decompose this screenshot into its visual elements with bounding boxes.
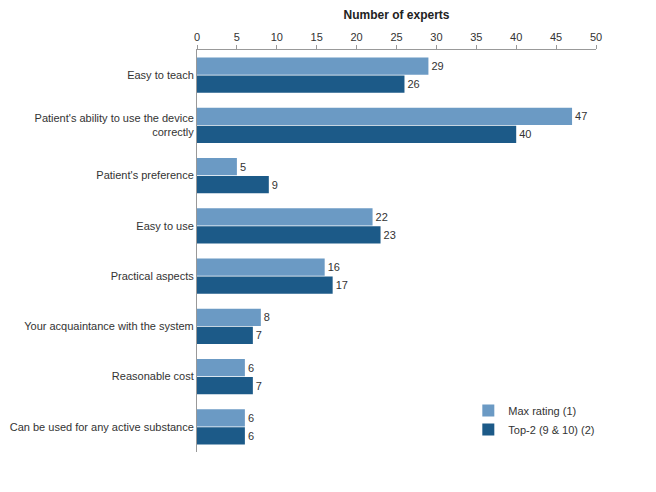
svg-text:16: 16 [328, 261, 340, 273]
svg-text:26: 26 [407, 78, 419, 90]
svg-text:5: 5 [234, 31, 240, 43]
svg-text:Patient's ability to use the d: Patient's ability to use the devicecorre… [35, 112, 195, 138]
svg-text:7: 7 [256, 380, 262, 392]
svg-text:5: 5 [240, 161, 246, 173]
svg-text:40: 40 [510, 31, 522, 43]
svg-text:Reasonable cost: Reasonable cost [112, 370, 194, 382]
svg-text:20: 20 [350, 31, 362, 43]
svg-text:22: 22 [376, 211, 388, 223]
svg-text:30: 30 [430, 31, 442, 43]
svg-text:Max rating (1): Max rating (1) [508, 405, 576, 417]
svg-text:45: 45 [550, 31, 562, 43]
svg-text:Easy to teach: Easy to teach [127, 69, 194, 81]
svg-text:7: 7 [256, 329, 262, 341]
svg-text:8: 8 [264, 311, 270, 323]
svg-text:Can be used for any active sub: Can be used for any active substance [10, 421, 194, 433]
svg-text:50: 50 [590, 31, 602, 43]
svg-text:Number of experts: Number of experts [343, 8, 449, 22]
svg-text:6: 6 [248, 362, 254, 374]
svg-text:9: 9 [272, 179, 278, 191]
svg-text:Practical aspects: Practical aspects [111, 270, 195, 282]
svg-text:29: 29 [431, 60, 443, 72]
svg-text:Top-2 (9 & 10) (2): Top-2 (9 & 10) (2) [508, 424, 594, 436]
svg-text:35: 35 [470, 31, 482, 43]
svg-text:10: 10 [271, 31, 283, 43]
svg-text:6: 6 [248, 412, 254, 424]
svg-text:25: 25 [390, 31, 402, 43]
svg-text:Your acquaintance with the sys: Your acquaintance with the system [24, 320, 194, 332]
svg-text:47: 47 [575, 110, 587, 122]
svg-text:23: 23 [384, 229, 396, 241]
svg-text:0: 0 [194, 31, 200, 43]
svg-text:17: 17 [336, 279, 348, 291]
svg-text:6: 6 [248, 430, 254, 442]
svg-text:15: 15 [311, 31, 323, 43]
svg-text:40: 40 [519, 128, 531, 140]
svg-text:Patient's preference: Patient's preference [96, 169, 194, 181]
svg-text:Easy to use: Easy to use [136, 220, 193, 232]
